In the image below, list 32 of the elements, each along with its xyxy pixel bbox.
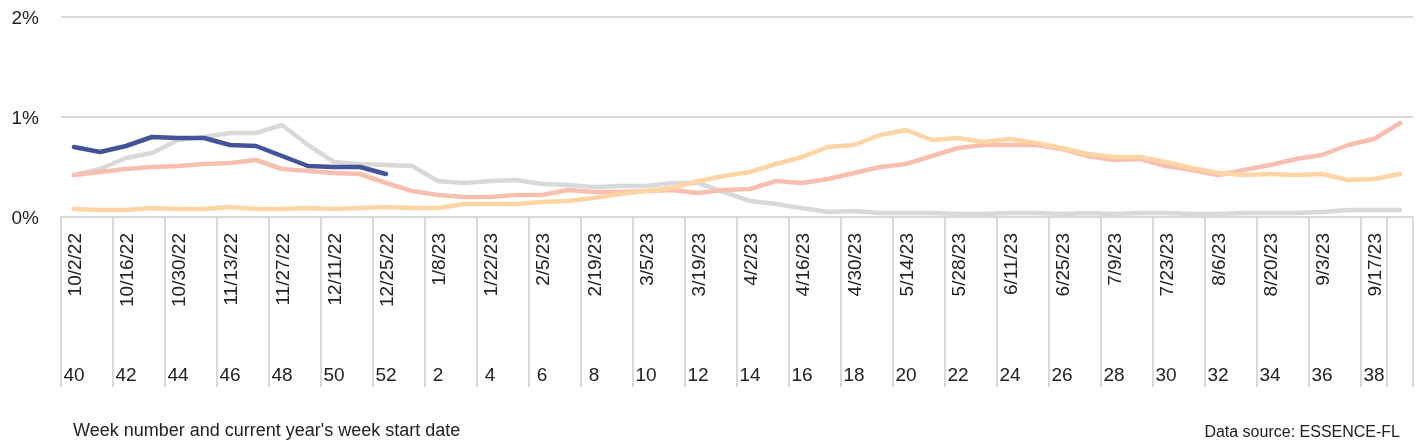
category-label: 2/5/23 6 <box>531 233 553 385</box>
category-label: 2/19/23 8 <box>583 233 605 385</box>
category-label: 11/13/22 46 <box>219 233 241 385</box>
category-label: 4/16/23 16 <box>791 233 813 385</box>
category-label: 10/2/22 40 <box>63 233 85 385</box>
category-label: 8/6/23 32 <box>1207 233 1229 385</box>
y-tick-label: 1% <box>11 106 40 128</box>
category-label: 12/11/22 50 <box>323 233 345 385</box>
category-label: 1/22/23 4 <box>479 233 501 385</box>
category-label: 4/30/23 18 <box>843 233 865 385</box>
category-label: 6/25/23 26 <box>1051 233 1073 385</box>
y-tick-label: 2% <box>11 6 40 28</box>
category-label: 7/23/23 30 <box>1155 233 1177 385</box>
category-label: 10/16/22 42 <box>115 233 137 385</box>
category-label: 9/3/23 36 <box>1311 233 1333 385</box>
category-label: 5/28/23 22 <box>947 233 969 385</box>
category-label: 3/5/23 10 <box>635 233 657 385</box>
category-label: 6/11/23 24 <box>999 233 1021 385</box>
text: Week number and current year's week start date <box>73 420 461 440</box>
category-label: 4/2/23 14 <box>739 233 761 385</box>
category-label: 8/20/23 34 <box>1259 233 1281 385</box>
category-label: 1/8/23 2 <box>427 233 449 385</box>
line-series <box>71 134 389 177</box>
category-label: 3/19/23 12 <box>687 233 709 385</box>
category-label: 10/30/22 44 <box>167 233 189 385</box>
category-label: 11/27/22 48 <box>271 233 293 385</box>
category-label: 9/17/23 38 <box>1363 233 1385 385</box>
category-label: 5/14/23 20 <box>895 233 917 385</box>
y-tick-label: 0% <box>11 206 40 228</box>
category-label: 12/25/22 52 <box>375 233 397 385</box>
source-note: Data source: ESSENCE-FL <box>1204 422 1401 440</box>
category-label: 7/9/23 28 <box>1103 233 1125 385</box>
